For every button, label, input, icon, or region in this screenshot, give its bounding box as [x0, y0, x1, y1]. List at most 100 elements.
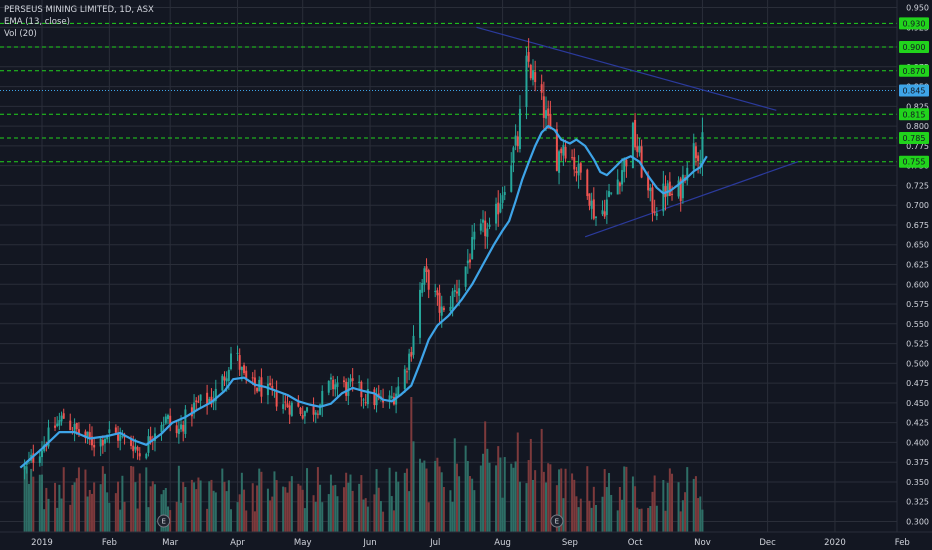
candle-body: [427, 270, 430, 290]
candle-body: [403, 369, 406, 390]
trendline: [476, 26, 777, 111]
candle-body: [436, 290, 439, 296]
volume-bar: [360, 475, 363, 532]
candle-body: [686, 167, 689, 181]
volume-bar: [210, 479, 213, 532]
volume-bar: [662, 480, 665, 532]
candle-body: [471, 236, 474, 260]
volume-bar: [334, 484, 337, 532]
candle-body: [440, 306, 443, 316]
ema-indicator-label[interactable]: EMA (13, close): [4, 17, 70, 27]
candle-body: [169, 415, 172, 425]
volume-bar: [62, 467, 65, 532]
candle-body: [651, 187, 654, 213]
volume-bar: [271, 496, 274, 532]
symbol-title[interactable]: PERSEUS MINING LIMITED, 1D, ASX: [4, 5, 154, 15]
candle-body: [603, 211, 606, 217]
candle-body: [666, 183, 669, 197]
candle-body: [647, 174, 650, 191]
candle-body: [701, 132, 704, 165]
candle-body: [362, 399, 365, 401]
volume-bar: [527, 460, 530, 532]
candle-body: [649, 187, 652, 192]
horizontal-levels: [0, 22, 897, 163]
volume-bar: [319, 484, 322, 532]
volume-bar: [486, 448, 489, 532]
candle-body: [501, 195, 504, 203]
volume-bar: [586, 466, 589, 532]
price-tick-label: 0.550: [906, 320, 929, 329]
volume-indicator-label[interactable]: Vol (20): [4, 29, 37, 39]
candle-body: [555, 129, 558, 171]
level-price-tag: [899, 64, 929, 77]
volume-bar: [332, 485, 335, 532]
candle-body: [345, 381, 348, 396]
candle-body: [145, 453, 148, 459]
time-tick-label: Jul: [429, 538, 440, 548]
candle-body: [623, 158, 626, 172]
candle-body: [616, 179, 619, 195]
candle-body: [512, 147, 515, 163]
price-tick-label: 0.375: [906, 458, 929, 467]
volume-bar: [575, 496, 578, 532]
candle-body: [558, 151, 561, 173]
candle-body: [334, 384, 337, 390]
candle-body: [184, 409, 187, 434]
volume-bar: [164, 488, 167, 532]
volume-bar: [114, 493, 117, 532]
volume-bar: [631, 476, 634, 532]
volume-bar: [473, 490, 476, 532]
candle-body: [503, 192, 506, 195]
volume-bar: [375, 469, 378, 532]
price-tick-label: 0.650: [906, 241, 929, 250]
candle-body: [195, 400, 198, 403]
volume-bar: [58, 484, 61, 532]
volume-bar: [534, 470, 537, 532]
volume-bar: [512, 467, 515, 532]
candle-body: [529, 64, 532, 79]
candle-body: [149, 436, 152, 442]
candle-body: [240, 366, 243, 371]
volume-bar: [316, 467, 319, 532]
candle-body: [588, 193, 591, 206]
candle-body: [468, 259, 471, 263]
volume-bar: [451, 501, 454, 532]
candle-body: [575, 171, 578, 174]
volume-bar: [395, 471, 398, 532]
volume-bar: [136, 508, 139, 532]
candle-body: [410, 352, 413, 357]
candle-body: [117, 432, 120, 441]
volume-bar: [104, 473, 107, 532]
volume-bar: [69, 504, 72, 532]
level-price-tag: [899, 108, 929, 121]
candle-body: [119, 434, 122, 441]
volume-bar: [108, 502, 111, 532]
volume-bar: [679, 511, 682, 532]
volume-bar: [240, 472, 243, 532]
candle-body: [697, 155, 700, 162]
candle-body: [547, 108, 550, 116]
ema-13-line: [19, 124, 708, 469]
earnings-event-label: E: [161, 518, 165, 526]
candle-body: [458, 288, 461, 296]
price-tick-label: 0.800: [906, 122, 929, 131]
price-tick-label: 0.825: [906, 102, 929, 111]
volume-bar: [230, 509, 233, 532]
level-price-tag: [899, 17, 929, 30]
candle-body: [301, 415, 304, 419]
time-axis: 2019 Feb Mar Apr May Jun Jul Aug Sep Oct Nov Dec 202…: [0, 531, 932, 548]
volume-bar: [594, 504, 597, 532]
volume-bar: [564, 468, 567, 532]
candle-body: [60, 415, 63, 422]
time-axis-panel[interactable]: [0, 532, 932, 550]
volume-bar: [93, 482, 96, 532]
volume-bar: [73, 482, 76, 532]
volume-bar: [579, 498, 582, 532]
time-tick-label: Oct: [628, 538, 643, 548]
level-labels: 0.930 0.900 0.870 0.815 0.785 0.755 0.845: [899, 17, 929, 168]
volume-bar: [99, 484, 102, 532]
volume-bar: [501, 497, 504, 532]
volume-bar: [329, 474, 332, 532]
level-price-text: 0.785: [903, 134, 926, 143]
